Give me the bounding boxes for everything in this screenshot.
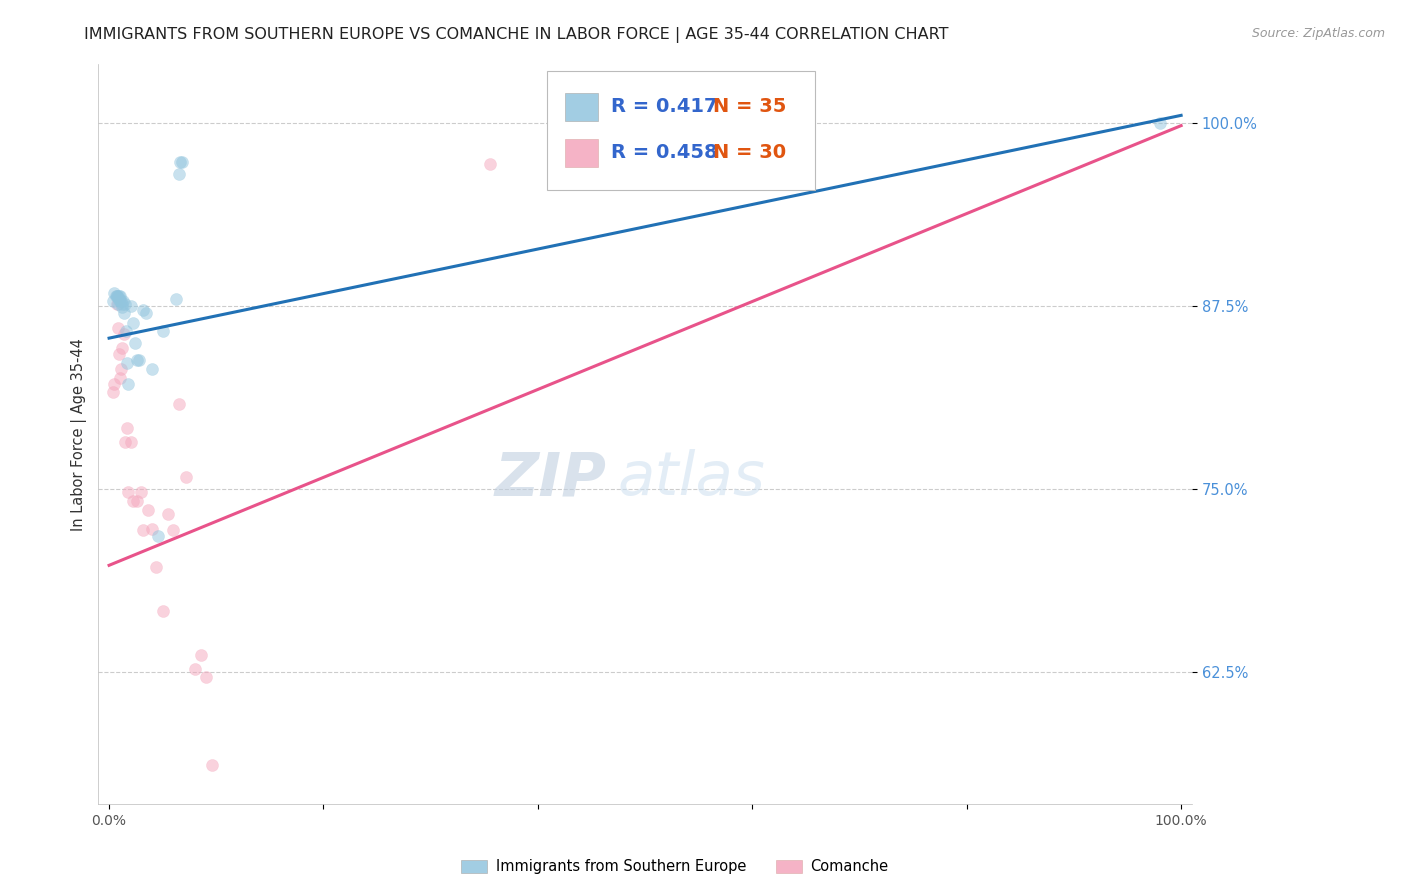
Point — [128, 353, 150, 368]
Point — [141, 522, 163, 536]
Point — [110, 362, 132, 376]
Point — [103, 385, 125, 400]
Point — [107, 290, 129, 304]
Point — [132, 523, 155, 537]
Text: IMMIGRANTS FROM SOUTHERN EUROPE VS COMANCHE IN LABOR FORCE | AGE 35-44 CORRELATI: IMMIGRANTS FROM SOUTHERN EUROPE VS COMAN… — [84, 27, 949, 43]
Point — [115, 324, 138, 338]
Point — [148, 529, 170, 543]
Point — [121, 493, 143, 508]
Point — [1149, 116, 1171, 130]
Point — [107, 293, 129, 307]
Point — [125, 353, 148, 368]
Point — [157, 507, 180, 521]
Bar — [565, 93, 598, 121]
Point — [120, 435, 142, 450]
Point — [112, 306, 135, 320]
Text: R = 0.458: R = 0.458 — [612, 144, 718, 162]
Point — [169, 155, 191, 169]
Point — [107, 347, 129, 361]
Point — [170, 155, 193, 169]
Point — [117, 420, 139, 434]
Point — [141, 362, 163, 376]
Point — [108, 294, 131, 309]
Point — [107, 288, 129, 302]
Point — [105, 288, 128, 302]
Point — [167, 397, 190, 411]
Point — [103, 285, 125, 300]
Legend: Immigrants from Southern Europe, Comanche: Immigrants from Southern Europe, Comanch… — [456, 854, 894, 880]
Point — [108, 288, 131, 302]
Point — [107, 321, 129, 335]
Point — [201, 757, 224, 772]
Point — [114, 435, 136, 450]
Point — [114, 297, 136, 311]
Point — [165, 292, 187, 306]
Point — [117, 356, 139, 370]
Point — [112, 326, 135, 341]
Text: R = 0.417: R = 0.417 — [612, 97, 717, 117]
Point — [103, 294, 125, 309]
Point — [152, 324, 174, 338]
FancyBboxPatch shape — [547, 71, 814, 190]
Bar — [565, 139, 598, 167]
Point — [478, 157, 501, 171]
Point — [104, 288, 127, 302]
Point — [117, 485, 139, 500]
Point — [107, 297, 129, 311]
Point — [111, 342, 134, 356]
Text: N = 30: N = 30 — [713, 144, 786, 162]
Point — [108, 370, 131, 384]
Point — [194, 670, 217, 684]
Point — [111, 301, 134, 315]
Point — [121, 317, 143, 331]
Point — [105, 288, 128, 302]
Point — [136, 502, 159, 516]
Point — [134, 306, 156, 320]
Text: ZIP: ZIP — [495, 449, 607, 508]
Point — [124, 335, 146, 350]
Point — [152, 604, 174, 618]
Point — [125, 493, 148, 508]
Point — [103, 376, 125, 391]
Point — [174, 470, 197, 484]
Point — [145, 559, 167, 574]
Point — [167, 167, 190, 181]
Point — [190, 648, 212, 662]
Y-axis label: In Labor Force | Age 35-44: In Labor Force | Age 35-44 — [72, 338, 87, 531]
Point — [105, 297, 128, 311]
Point — [117, 376, 139, 391]
Point — [132, 303, 155, 318]
Point — [129, 485, 152, 500]
Point — [162, 523, 184, 537]
Point — [120, 299, 142, 313]
Text: N = 35: N = 35 — [713, 97, 786, 117]
Point — [110, 294, 132, 309]
Point — [111, 294, 134, 309]
Text: Source: ZipAtlas.com: Source: ZipAtlas.com — [1251, 27, 1385, 40]
Text: atlas: atlas — [617, 449, 766, 508]
Point — [184, 662, 207, 676]
Point — [111, 297, 134, 311]
